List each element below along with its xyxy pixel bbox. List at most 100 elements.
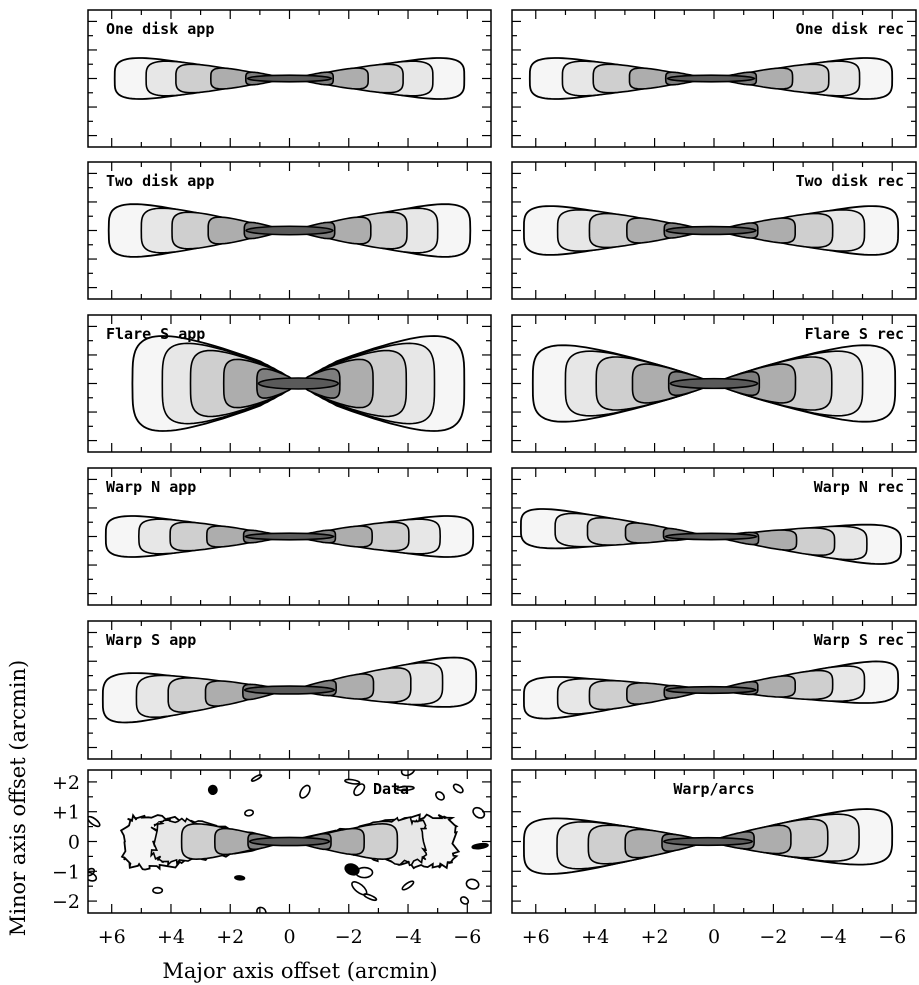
panel-one-disk-rec: One disk rec <box>511 9 917 148</box>
y-tick-labels: +2 +1 0 −1 −2 <box>52 772 80 913</box>
panel-ticks <box>512 10 916 147</box>
panel-data: Data <box>87 769 492 914</box>
panel-one-disk-app: One disk app <box>87 9 492 148</box>
noise-contour <box>435 791 445 801</box>
x-tick-label: +2 <box>216 926 244 948</box>
y-tick-label: −1 <box>52 861 80 883</box>
panel-contours <box>113 57 466 100</box>
panel-flare-s-app: Flare S app <box>87 314 492 453</box>
panel-ticks <box>512 468 916 605</box>
x-tick-label: +4 <box>581 926 609 948</box>
noise-contour <box>459 896 470 905</box>
panel-contours <box>107 203 472 258</box>
panel-two-disk-app: Two disk app <box>87 161 492 300</box>
x-tick-label: 0 <box>283 926 295 948</box>
noise-contour <box>471 842 489 850</box>
contour-peak <box>245 225 334 236</box>
panel-contours <box>528 57 894 100</box>
noise-contour <box>152 886 164 894</box>
panel-label: Two disk app <box>106 172 214 190</box>
noise-contour <box>452 783 464 794</box>
panel-contours <box>88 770 489 913</box>
panel-ticks <box>512 621 916 759</box>
panel-ticks <box>88 10 491 147</box>
panel-ticks <box>88 770 491 913</box>
x-tick-labels-right: +6 +4 +2 0 −2 −4 −6 <box>522 926 906 948</box>
x-tick-label: −6 <box>878 926 906 948</box>
panel-ticks <box>88 162 491 299</box>
y-tick-label: +2 <box>52 772 80 794</box>
contour-peak <box>243 685 336 695</box>
x-tick-label: +2 <box>641 926 669 948</box>
x-tick-label: −4 <box>394 926 422 948</box>
panel-label: One disk rec <box>796 20 904 38</box>
panel-contours <box>522 808 894 875</box>
panel-contours <box>131 335 466 432</box>
y-tick-label: +1 <box>52 802 80 824</box>
noise-contour <box>400 770 416 777</box>
panel-ticks <box>88 621 491 759</box>
noise-contour <box>256 906 267 913</box>
panel-label: Warp/arcs <box>673 780 754 798</box>
contour-peak <box>257 377 340 390</box>
y-axis-title: Minor axis offset (arcmin) <box>6 660 30 936</box>
panel-label: Warp N app <box>106 478 196 496</box>
panel-ticks <box>88 468 491 605</box>
panel-contours <box>522 205 900 256</box>
panel-ticks <box>512 162 916 299</box>
noise-contour <box>250 774 263 782</box>
noise-contour <box>88 871 98 882</box>
contour-peak <box>666 74 756 83</box>
panel-warp-arcs: Warp/arcs <box>511 769 917 914</box>
noise-contour <box>299 784 311 799</box>
panel-label: Flare S app <box>106 325 205 343</box>
contour-peak <box>244 532 335 541</box>
x-tick-label: −2 <box>759 926 787 948</box>
panel-contours <box>522 660 900 720</box>
y-tick-label: −2 <box>52 891 80 913</box>
panel-label: One disk app <box>106 20 214 38</box>
noise-contour <box>88 815 101 828</box>
x-tick-label: +4 <box>157 926 185 948</box>
noise-contour <box>401 880 415 891</box>
noise-contour <box>234 875 246 881</box>
contour-peak <box>663 836 754 847</box>
x-axis-title: Major axis offset (arcmin) <box>162 959 437 983</box>
panel-flare-s-rec: Flare S rec <box>511 314 917 453</box>
noise-contour <box>353 783 366 797</box>
noise-contour <box>472 806 486 819</box>
contour-peak <box>669 377 759 390</box>
noise-contour <box>363 893 378 902</box>
panel-warp-s-rec: Warp S rec <box>511 620 917 760</box>
panel-label: Warp S app <box>106 631 196 649</box>
x-tick-label: −2 <box>335 926 363 948</box>
x-tick-label: −4 <box>819 926 847 948</box>
y-tick-label: 0 <box>68 832 80 854</box>
panel-label: Warp S rec <box>814 631 904 649</box>
panel-label: Data <box>373 780 409 798</box>
noise-contour <box>344 778 361 785</box>
noise-contour <box>395 785 415 792</box>
panel-contours <box>101 656 478 724</box>
panel-contours <box>519 508 903 565</box>
panel-label: Two disk rec <box>796 172 904 190</box>
x-tick-label: 0 <box>708 926 720 948</box>
noise-contour <box>244 809 255 817</box>
panel-warp-s-app: Warp S app <box>87 620 492 760</box>
panel-contours <box>104 515 475 558</box>
panels-layer: One disk app One disk rec Two disk app Two … <box>87 9 917 914</box>
contour-peak <box>246 74 333 83</box>
panel-label: Warp N rec <box>814 478 904 496</box>
panel-ticks <box>512 770 916 913</box>
contour-peak <box>665 225 757 236</box>
x-tick-label: +6 <box>522 926 550 948</box>
panel-ticks <box>88 315 491 452</box>
x-tick-labels-left: +6 +4 +2 0 −2 −4 −6 <box>98 926 482 948</box>
contour-peak <box>664 532 758 541</box>
panel-two-disk-rec: Two disk rec <box>511 161 917 300</box>
noise-contour <box>207 784 218 796</box>
panel-warp-n-app: Warp N app <box>87 467 492 606</box>
contour-peak <box>665 685 757 695</box>
panel-contours <box>531 344 897 423</box>
